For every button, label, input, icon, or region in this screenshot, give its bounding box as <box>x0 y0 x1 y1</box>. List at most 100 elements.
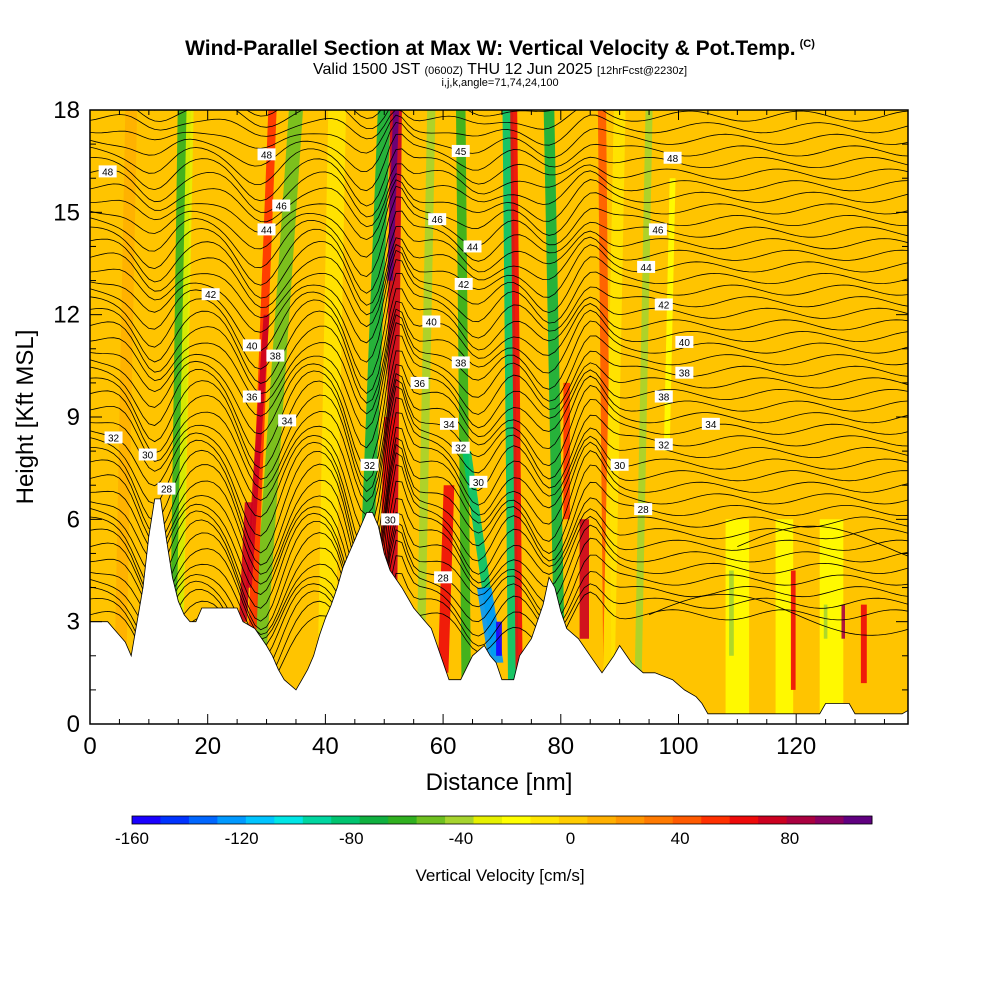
theta-label-bg <box>701 417 720 430</box>
theta-label-bg <box>138 448 157 461</box>
theta-label-text: 30 <box>142 451 154 462</box>
valid-date: THU 12 Jun 2025 <box>467 61 593 78</box>
theta-contour-line <box>90 498 908 645</box>
colorbar-swatch <box>132 816 161 824</box>
colorbar-swatch <box>615 816 645 824</box>
theta-label: 28 <box>157 482 176 496</box>
theta-label: 40 <box>242 339 261 352</box>
theta-contour-line <box>90 163 908 218</box>
theta-label-text: 34 <box>705 420 717 431</box>
theta-label: 44 <box>637 260 656 274</box>
theta-label-bg <box>257 148 276 161</box>
theta-contour-line <box>90 196 908 278</box>
theta-label: 28 <box>634 503 653 516</box>
theta-label-bg <box>439 417 458 430</box>
theta-label-bg <box>648 223 667 236</box>
theta-label-text: 32 <box>455 444 467 455</box>
theta-contour-line <box>90 308 908 415</box>
velocity-band <box>387 110 399 281</box>
theta-contour-line <box>90 249 908 344</box>
theta-contour-line <box>90 378 908 516</box>
theta-label: 42 <box>654 298 673 311</box>
colorbar-swatch <box>217 816 247 824</box>
theta-contour-line <box>90 464 908 627</box>
y-tick-label: 18 <box>53 97 80 124</box>
theta-label-text: 46 <box>276 202 288 213</box>
colorbar-label: Vertical Velocity [cm/s] <box>415 866 584 885</box>
colorbar-tick-label: 80 <box>780 829 799 848</box>
theta-label-bg <box>463 240 482 253</box>
theta-label-bg <box>469 475 488 488</box>
colorbar-swatch <box>558 816 588 824</box>
velocity-band <box>729 570 734 656</box>
theta-label-bg <box>242 390 261 403</box>
theta-label-bg <box>381 513 400 526</box>
theta-contour-line <box>90 170 908 228</box>
theta-contour-line <box>90 110 908 140</box>
theta-label-bg <box>410 376 429 389</box>
theta-label-text: 28 <box>161 485 173 496</box>
theta-label: 40 <box>675 335 694 349</box>
theta-contour-line <box>90 210 908 294</box>
theta-contour-line <box>90 300 908 404</box>
theta-label-bg <box>663 151 682 164</box>
theta-label-text: 48 <box>667 154 679 165</box>
theta-contour-line <box>90 185 908 258</box>
velocity-band <box>775 519 794 714</box>
theta-contour-line <box>136 110 838 129</box>
theta-label-text: 44 <box>467 242 479 253</box>
theta-label: 32 <box>360 458 379 472</box>
theta-label: 38 <box>266 349 285 363</box>
x-tick-label: 20 <box>194 733 221 760</box>
theta-label: 42 <box>201 288 220 301</box>
theta-contour-line <box>90 511 908 649</box>
theta-label-text: 34 <box>282 416 294 427</box>
grid-params: i,j,k,angle=71,74,24,100 <box>0 77 1000 89</box>
theta-label-bg <box>257 223 276 236</box>
theta-contour-line <box>648 594 908 636</box>
theta-label: 36 <box>410 376 429 390</box>
theta-label-text: 42 <box>205 290 217 301</box>
theta-label-bg <box>675 366 694 379</box>
theta-contour-line <box>90 437 908 591</box>
theta-contour-line <box>90 397 908 554</box>
colorbar-swatch <box>502 816 531 824</box>
zulu-time: (0600Z) <box>424 65 463 77</box>
velocity-band <box>247 110 303 724</box>
colorbar-tick-label: -160 <box>115 829 149 848</box>
colorbar-swatch <box>644 816 674 824</box>
velocity-band <box>725 519 750 714</box>
theta-label-text: 38 <box>270 352 282 363</box>
x-tick-label: 80 <box>547 733 574 760</box>
theta-label-bg <box>428 213 447 226</box>
valid-time-line: Valid 1500 JST (0600Z) THU 12 Jun 2025 [… <box>0 61 1000 79</box>
colorbar-swatch <box>530 816 560 824</box>
theta-contour-line <box>90 350 908 482</box>
theta-label-bg <box>675 335 694 348</box>
colorbar-swatch <box>786 816 816 824</box>
theta-contour-line <box>90 322 908 449</box>
theta-label: 34 <box>439 417 458 431</box>
theta-contour-line <box>90 243 908 328</box>
contour-labels: 48 48 46 44 42 40 38 36 34 32 30 28 45 46 44 42 40 38 36 34… <box>98 144 720 584</box>
theta-label-text: 32 <box>658 440 670 451</box>
theta-label-bg <box>654 438 673 451</box>
colorbar-swatch <box>672 816 702 824</box>
velocity-band <box>415 110 436 724</box>
theta-label-bg <box>422 315 441 328</box>
theta-label: 32 <box>654 438 673 451</box>
theta-contour-line <box>90 385 908 534</box>
theta-label-bg <box>451 356 470 369</box>
x-axis-label: Distance [nm] <box>426 769 573 796</box>
colorbar-tick-label: -80 <box>339 829 364 848</box>
theta-label-bg <box>98 165 117 178</box>
theta-label-bg <box>360 458 379 471</box>
theta-label-bg <box>451 441 470 454</box>
theta-label-bg <box>266 349 285 362</box>
colorbar-swatch <box>274 816 304 824</box>
colorbar: -160 -120 -80 -40 0 40 80 <box>115 815 873 848</box>
theta-label-text: 40 <box>426 317 438 328</box>
theta-label-bg <box>634 503 653 516</box>
